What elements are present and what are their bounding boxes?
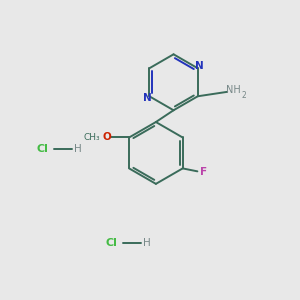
Text: O: O <box>102 133 111 142</box>
Text: H: H <box>74 143 82 154</box>
Text: CH₃: CH₃ <box>83 133 100 142</box>
Text: NH: NH <box>226 85 241 95</box>
Text: N: N <box>143 93 152 103</box>
Text: N: N <box>196 61 204 71</box>
Text: 2: 2 <box>242 91 247 100</box>
Text: H: H <box>143 238 151 248</box>
Text: F: F <box>200 167 207 177</box>
Text: Cl: Cl <box>37 143 49 154</box>
Text: Cl: Cl <box>106 238 118 248</box>
